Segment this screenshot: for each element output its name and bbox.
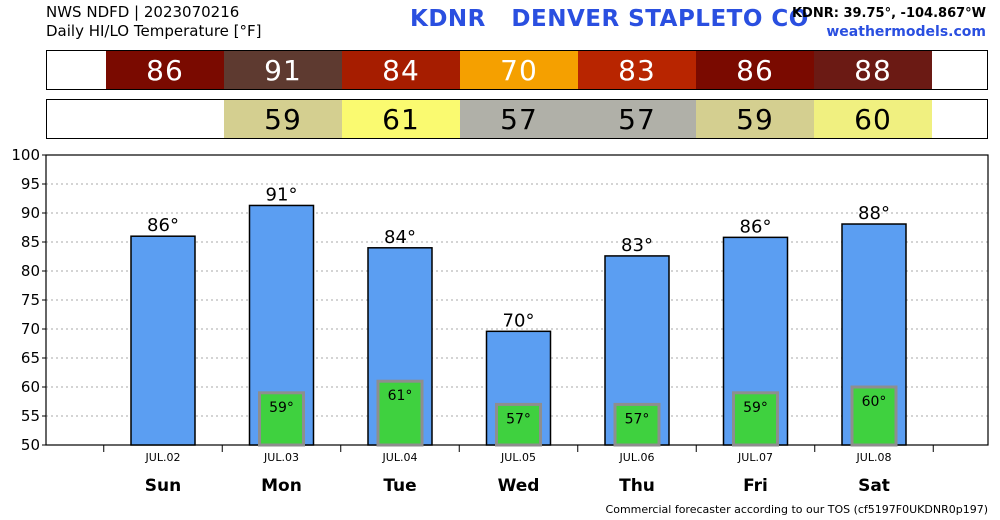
high-temp-strip: 86 91 84 70 83 86 88 bbox=[46, 50, 988, 90]
high-label: 91° bbox=[266, 184, 298, 205]
site-link[interactable]: weathermodels.com bbox=[826, 24, 986, 40]
low-bar bbox=[850, 385, 898, 447]
high-temp-cell: 83 bbox=[578, 51, 696, 89]
model-run-label: NWS NDFD | 2023070216 bbox=[46, 3, 240, 21]
y-tick-label: 55 bbox=[21, 407, 40, 425]
high-temp-cell: 70 bbox=[460, 51, 578, 89]
y-tick-label: 90 bbox=[21, 204, 40, 222]
high-temp-cell: 86 bbox=[696, 51, 814, 89]
low-bar bbox=[732, 391, 779, 447]
date-label: JUL.03 bbox=[263, 451, 299, 464]
low-temp-cell: 61 bbox=[342, 100, 460, 138]
low-label: 57° bbox=[506, 411, 531, 427]
low-temp-cell: 59 bbox=[224, 100, 342, 138]
day-label: Mon bbox=[261, 476, 302, 496]
high-label: 83° bbox=[621, 235, 653, 256]
low-bar bbox=[258, 391, 305, 447]
low-temp-strip: 59 61 57 57 59 60 bbox=[46, 99, 988, 139]
high-label: 86° bbox=[147, 215, 179, 236]
y-tick-label: 60 bbox=[21, 378, 40, 396]
day-label: Wed bbox=[498, 476, 540, 496]
y-tick-label: 75 bbox=[21, 291, 40, 309]
station-coords: KDNR: 39.75°, -104.867°W bbox=[791, 6, 986, 21]
y-tick-label: 80 bbox=[21, 262, 40, 280]
low-temp-cell: 59 bbox=[696, 100, 814, 138]
high-label: 86° bbox=[740, 216, 772, 237]
y-tick-label: 85 bbox=[21, 233, 40, 251]
date-label: JUL.06 bbox=[619, 451, 655, 464]
header-right: KDNR: 39.75°, -104.867°W weathermodels.c… bbox=[792, 5, 986, 41]
y-tick-label: 100 bbox=[11, 146, 40, 164]
date-label: JUL.02 bbox=[145, 451, 181, 464]
low-temp-cell: 57 bbox=[578, 100, 696, 138]
low-temp-cell bbox=[106, 100, 224, 138]
low-bar bbox=[495, 402, 542, 447]
low-label: 59° bbox=[269, 400, 294, 416]
date-label: JUL.05 bbox=[500, 451, 536, 464]
high-temp-cell: 88 bbox=[814, 51, 932, 89]
day-label: Sat bbox=[858, 476, 890, 496]
low-temp-cell: 57 bbox=[460, 100, 578, 138]
date-label: JUL.08 bbox=[856, 451, 892, 464]
footer-note: Commercial forecaster according to our T… bbox=[605, 503, 988, 516]
high-label: 84° bbox=[384, 227, 416, 248]
low-label: 60° bbox=[862, 394, 887, 410]
high-bar bbox=[130, 235, 196, 446]
station-title: KDNR DENVER STAPLETO CO bbox=[410, 6, 809, 32]
high-temp-cell: 91 bbox=[224, 51, 342, 89]
date-label: JUL.07 bbox=[737, 451, 773, 464]
day-label: Sun bbox=[145, 476, 181, 496]
low-label: 57° bbox=[625, 411, 650, 427]
y-tick-label: 70 bbox=[21, 320, 40, 338]
low-temp-cell: 60 bbox=[814, 100, 932, 138]
y-tick-label: 50 bbox=[21, 436, 40, 454]
y-tick-label: 95 bbox=[21, 175, 40, 193]
day-label: Tue bbox=[383, 476, 416, 496]
day-label: Fri bbox=[743, 476, 768, 496]
low-bar bbox=[613, 402, 661, 447]
header-left: NWS NDFD | 2023070216 Daily HI/LO Temper… bbox=[46, 3, 262, 41]
product-label: Daily HI/LO Temperature [°F] bbox=[46, 22, 262, 40]
day-label: Thu bbox=[619, 476, 655, 496]
date-label: JUL.04 bbox=[382, 451, 418, 464]
y-tick-label: 65 bbox=[21, 349, 40, 367]
high-temp-cell: 84 bbox=[342, 51, 460, 89]
low-label: 59° bbox=[743, 400, 768, 416]
low-bar bbox=[376, 379, 424, 447]
high-label: 88° bbox=[858, 203, 890, 224]
high-temp-cell: 86 bbox=[106, 51, 224, 89]
high-label: 70° bbox=[503, 310, 535, 331]
low-label: 61° bbox=[388, 388, 413, 404]
